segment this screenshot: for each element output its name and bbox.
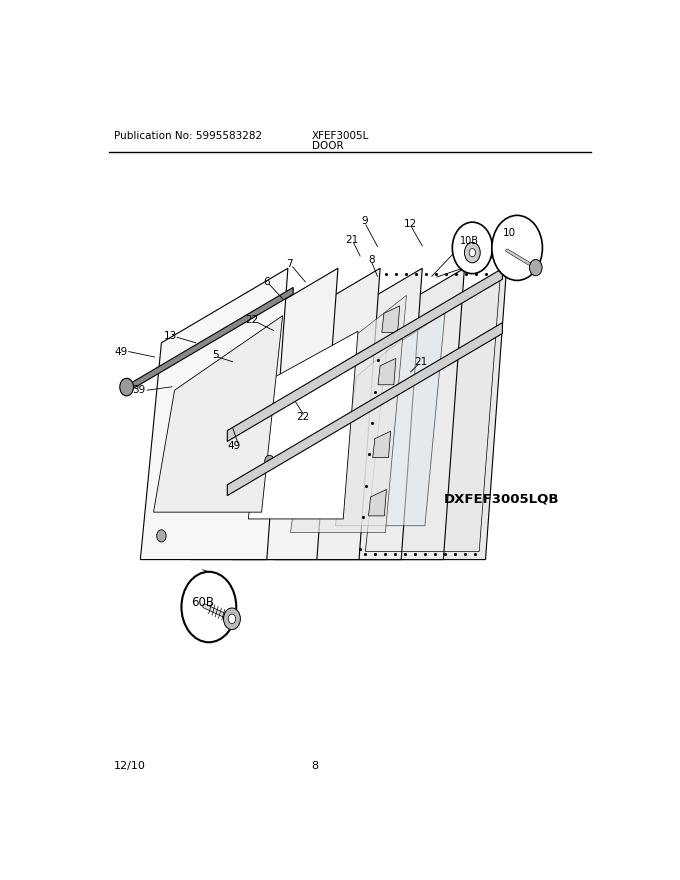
- Circle shape: [156, 530, 166, 542]
- Circle shape: [452, 222, 492, 274]
- Polygon shape: [227, 268, 503, 442]
- Text: 10B: 10B: [460, 236, 479, 246]
- Text: 8: 8: [368, 255, 375, 265]
- Polygon shape: [369, 489, 386, 516]
- Polygon shape: [335, 302, 446, 525]
- Text: 39: 39: [132, 385, 146, 395]
- Text: 22: 22: [245, 315, 258, 326]
- Text: DXFEF3005LQB: DXFEF3005LQB: [443, 492, 559, 505]
- Polygon shape: [317, 268, 464, 560]
- Text: 21: 21: [345, 235, 358, 245]
- Circle shape: [228, 614, 236, 624]
- Text: 6: 6: [264, 277, 270, 287]
- Polygon shape: [227, 323, 503, 495]
- Polygon shape: [154, 316, 283, 512]
- Circle shape: [464, 243, 480, 263]
- Circle shape: [492, 216, 543, 281]
- Polygon shape: [190, 268, 338, 560]
- Text: 21: 21: [414, 356, 427, 367]
- Circle shape: [265, 455, 274, 467]
- Polygon shape: [233, 268, 380, 560]
- Text: 8: 8: [311, 761, 319, 771]
- Polygon shape: [140, 268, 288, 560]
- Circle shape: [120, 378, 133, 396]
- Text: XFEF3005L: XFEF3005L: [311, 130, 369, 141]
- Text: 5: 5: [212, 350, 219, 360]
- Text: 12/10: 12/10: [114, 761, 146, 771]
- Text: DOOR: DOOR: [311, 141, 343, 150]
- Polygon shape: [130, 288, 293, 391]
- Polygon shape: [373, 431, 390, 458]
- Polygon shape: [275, 268, 422, 560]
- Text: 9: 9: [361, 216, 368, 226]
- Circle shape: [182, 572, 236, 642]
- Text: 22: 22: [296, 413, 310, 422]
- Polygon shape: [378, 358, 396, 385]
- Polygon shape: [290, 296, 407, 532]
- Text: 10: 10: [503, 228, 516, 238]
- Text: Publication No: 5995583282: Publication No: 5995583282: [114, 130, 262, 141]
- Circle shape: [224, 608, 241, 630]
- Text: 13: 13: [164, 331, 177, 341]
- Text: 49: 49: [114, 347, 127, 356]
- Polygon shape: [359, 268, 507, 560]
- Polygon shape: [381, 306, 400, 333]
- Text: 49: 49: [228, 442, 241, 451]
- Polygon shape: [248, 331, 358, 519]
- Circle shape: [530, 260, 542, 275]
- Text: 7: 7: [286, 259, 293, 269]
- Text: 60B: 60B: [191, 597, 214, 610]
- Circle shape: [469, 248, 475, 257]
- Text: 12: 12: [404, 219, 418, 229]
